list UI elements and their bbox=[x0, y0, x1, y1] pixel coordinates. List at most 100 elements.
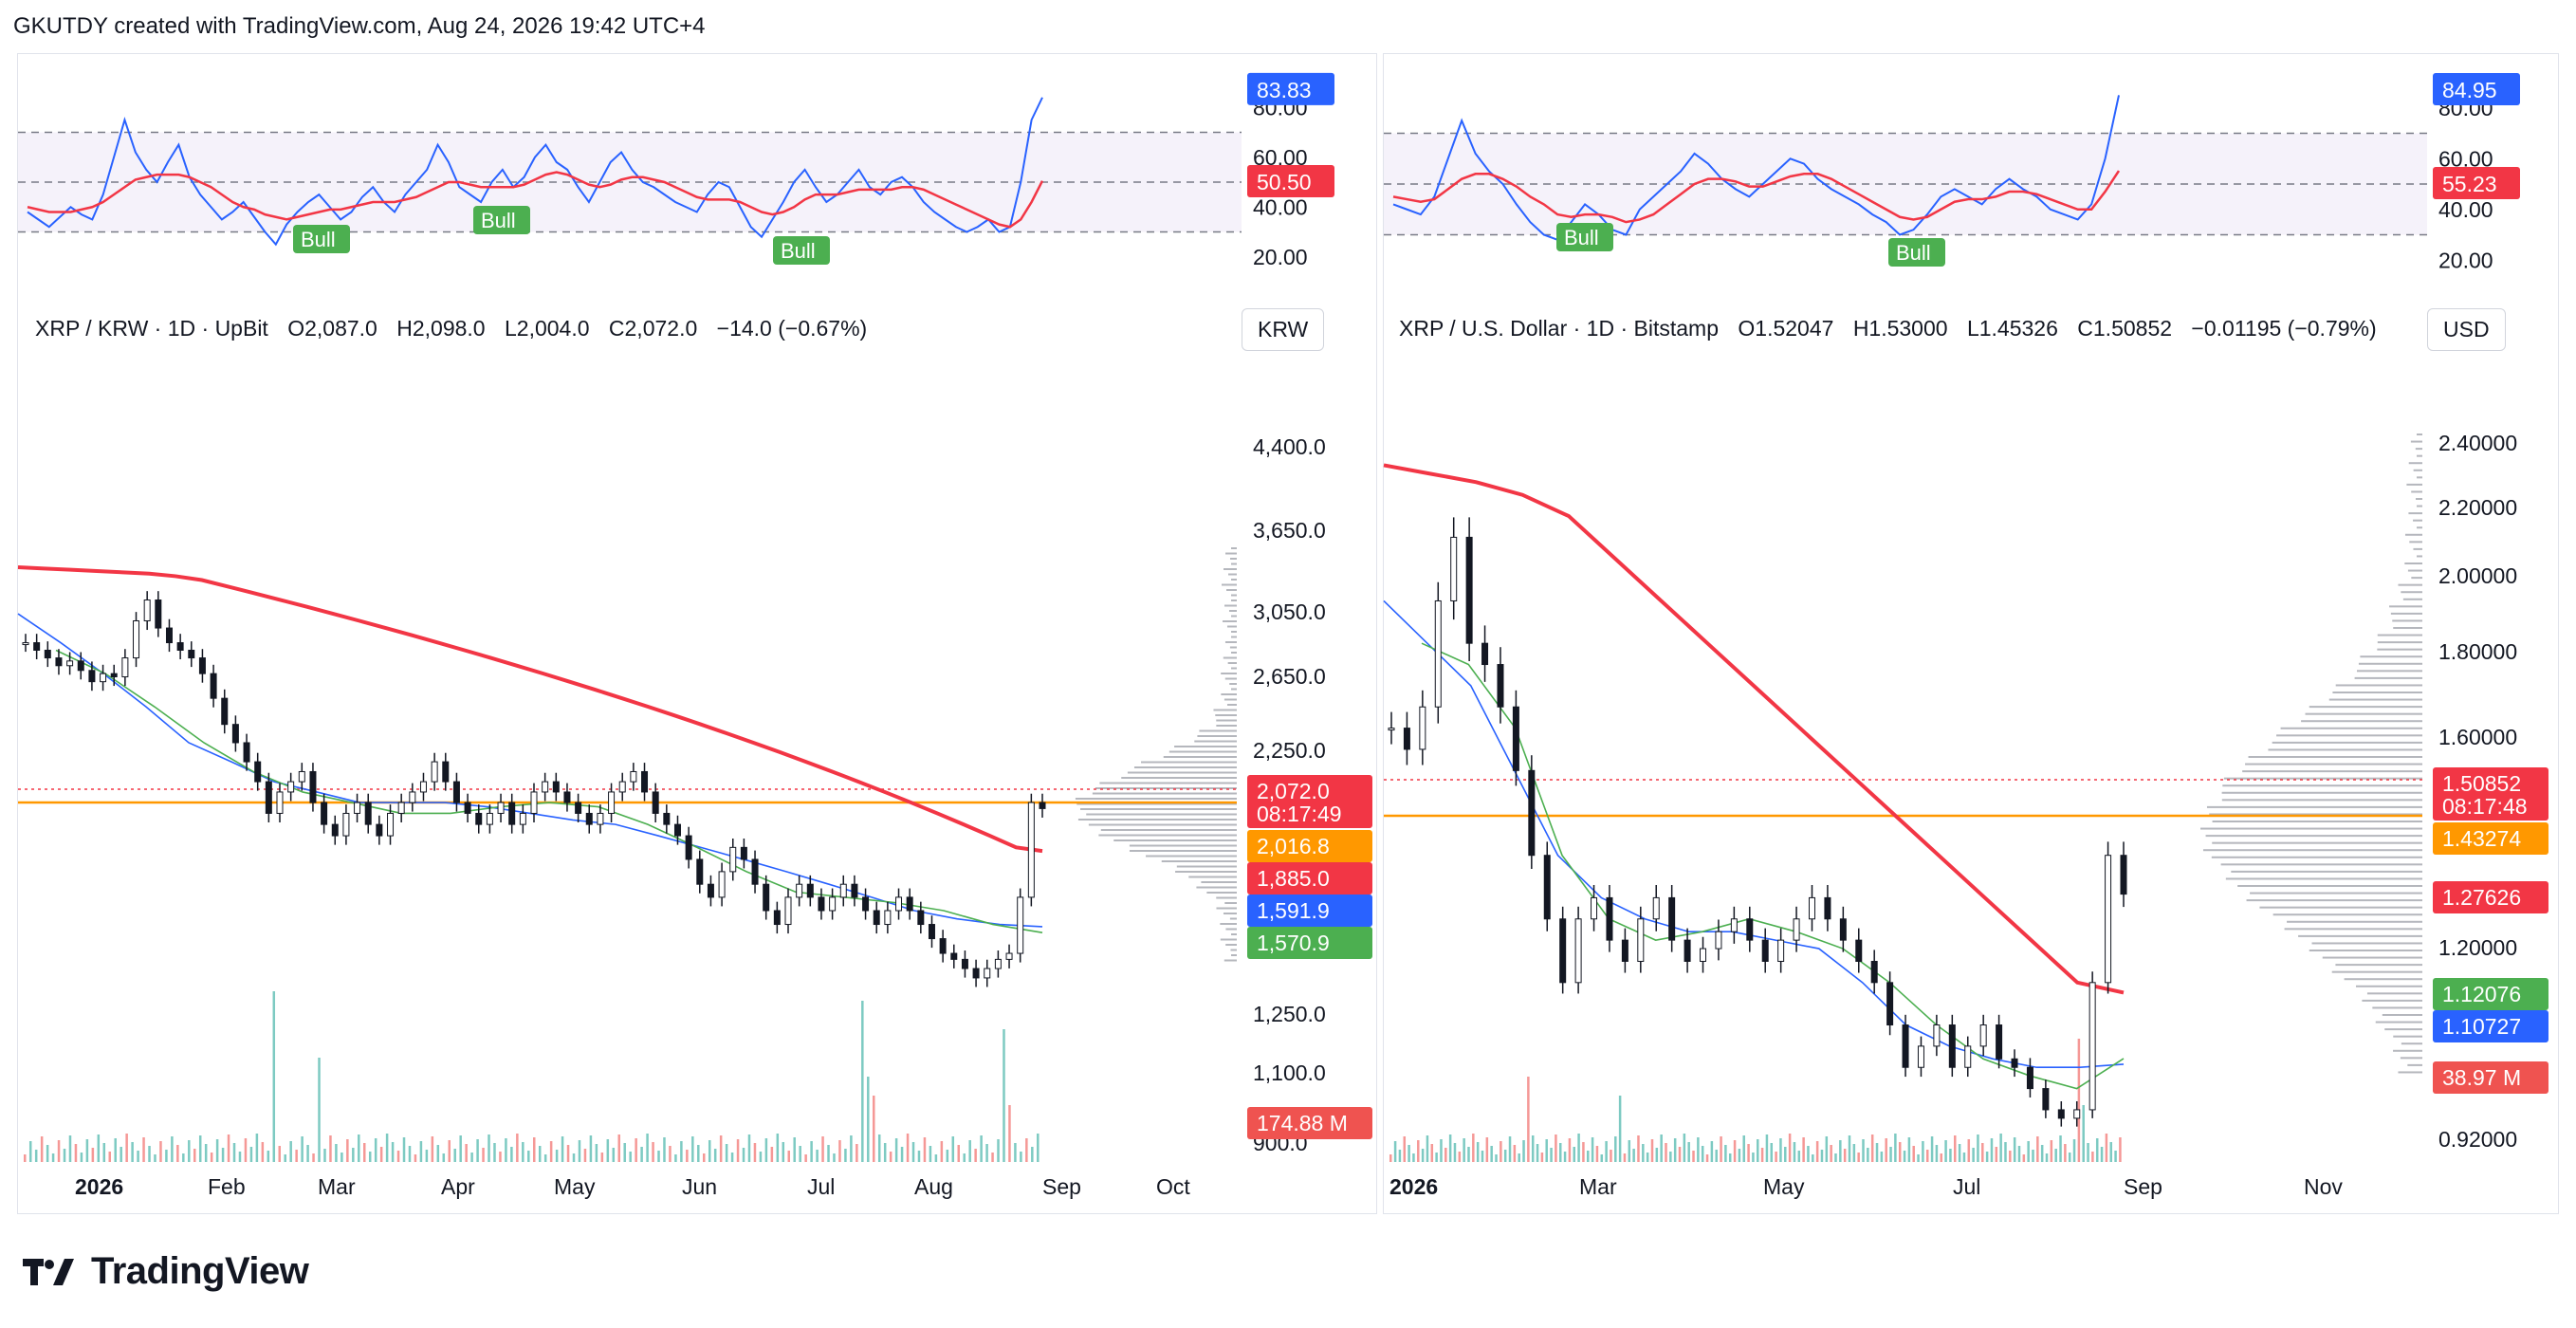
time-tick-label: Nov bbox=[2304, 1174, 2343, 1199]
volume-profile-bar bbox=[1146, 855, 1237, 858]
volume-bar bbox=[877, 1134, 881, 1162]
volume-bar bbox=[102, 1143, 106, 1162]
candle-body bbox=[1839, 918, 1847, 941]
volume-bar bbox=[436, 1145, 440, 1162]
ohlc-change: −0.01195 (−0.79%) bbox=[2191, 316, 2377, 341]
volume-bar bbox=[1999, 1134, 2002, 1162]
volume-profile-bar bbox=[1163, 756, 1237, 758]
volume-profile-bar bbox=[2221, 799, 2422, 802]
volume-profile-bar bbox=[2354, 676, 2422, 679]
volume-bar bbox=[1403, 1136, 1407, 1162]
volume-profile-bar bbox=[2223, 777, 2422, 780]
candle-body bbox=[2073, 1109, 2081, 1119]
volume-profile-bar bbox=[2225, 877, 2422, 880]
volume-bar bbox=[1692, 1151, 1695, 1162]
volume-bar bbox=[80, 1153, 83, 1162]
volume-bar bbox=[883, 1143, 887, 1162]
chart-panel-usd[interactable]: 80.00 60.00 40.00 20.00 84.95 55.23 Bull Bull 2.… bbox=[1383, 53, 2559, 1214]
symbol-line: XRP / KRW · 1D · UpBit bbox=[35, 316, 268, 341]
volume-bar bbox=[2068, 1153, 2071, 1162]
volume-bar bbox=[329, 1135, 332, 1162]
volume-bar bbox=[391, 1142, 395, 1162]
candle-body bbox=[1761, 939, 1769, 962]
volume-profile-bar bbox=[1220, 923, 1237, 925]
volume-bar bbox=[538, 1146, 542, 1162]
candle-body bbox=[243, 742, 250, 763]
ohlc-close: C1.50852 bbox=[2077, 316, 2173, 341]
currency-button[interactable]: USD bbox=[2427, 308, 2506, 351]
candle-body bbox=[530, 791, 538, 814]
ohlc-high: H2,098.0 bbox=[396, 316, 486, 341]
volume-bar bbox=[272, 991, 276, 1162]
rsi-tick-label: 60.00 bbox=[2438, 146, 2493, 171]
volume-bar bbox=[159, 1141, 162, 1162]
volume-profile-bar bbox=[1231, 631, 1237, 633]
price-tick-label: 1.60000 bbox=[2438, 725, 2517, 749]
volume-bar bbox=[917, 1151, 921, 1162]
price-tag-box bbox=[2433, 978, 2548, 1010]
volume-bar bbox=[1954, 1135, 1957, 1162]
candle-body bbox=[873, 910, 880, 926]
volume-bar bbox=[442, 1153, 446, 1162]
volume-profile-bar bbox=[2404, 563, 2422, 564]
volume-profile-bar bbox=[2322, 956, 2422, 959]
candle-body bbox=[231, 724, 239, 744]
volume-profile-bar bbox=[1229, 683, 1237, 685]
chart-svg-usd[interactable]: 80.0060.0040.0020.0084.9555.23BullBull2.… bbox=[1383, 54, 2560, 1215]
volume-bar bbox=[782, 1142, 785, 1162]
volume-bar bbox=[51, 1153, 55, 1162]
currency-button[interactable]: KRW bbox=[1242, 308, 1325, 351]
volume-bar bbox=[1605, 1141, 1608, 1162]
volume-bar bbox=[182, 1153, 185, 1162]
candle-body bbox=[176, 642, 184, 651]
volume-bar bbox=[1857, 1153, 1860, 1162]
volume-profile-bar bbox=[1161, 860, 1237, 862]
candle-body bbox=[1793, 918, 1800, 941]
volume-profile-bar bbox=[2377, 634, 2422, 636]
volume-bar bbox=[1430, 1144, 1434, 1162]
chart-svg-krw[interactable]: 80.0060.0040.0020.0083.8350.50BullBullBu… bbox=[17, 54, 1378, 1215]
ohlc-change: −14.0 (−0.67%) bbox=[716, 316, 868, 341]
volume-bar bbox=[516, 1134, 519, 1162]
volume-profile-bar bbox=[2287, 920, 2422, 923]
volume-bar bbox=[249, 1147, 253, 1162]
volume-bar bbox=[617, 1134, 620, 1162]
volume-bar bbox=[1522, 1140, 1525, 1162]
volume-bar bbox=[1720, 1136, 1722, 1162]
chart-panel-krw[interactable]: 80.00 60.00 40.00 20.00 83.83 50.50 Bull Bull Bu… bbox=[17, 53, 1377, 1214]
volume-bar bbox=[1628, 1140, 1631, 1162]
rsi-tick-label: 20.00 bbox=[2438, 248, 2493, 272]
volume-bar bbox=[543, 1154, 547, 1162]
volume-bar bbox=[2017, 1146, 2021, 1162]
candle-body bbox=[309, 770, 317, 803]
volume-profile-bar bbox=[2366, 992, 2422, 995]
rsi-value-label: 83.83 bbox=[1257, 78, 1312, 102]
volume-profile-bar bbox=[2393, 627, 2422, 629]
volume-bar bbox=[1930, 1136, 1934, 1162]
price-tag-box bbox=[2433, 881, 2548, 913]
price-tag-box bbox=[2433, 822, 2548, 855]
candle-body bbox=[972, 968, 980, 979]
volume-profile-bar bbox=[2413, 547, 2422, 550]
candle-body bbox=[1497, 664, 1504, 708]
volume-bar bbox=[425, 1150, 429, 1162]
volume-bar bbox=[1642, 1144, 1645, 1162]
volume-bar bbox=[549, 1141, 553, 1162]
volume-bar bbox=[1490, 1146, 1493, 1162]
volume-bar bbox=[934, 1154, 938, 1162]
volume-profile-bar bbox=[2301, 720, 2422, 723]
candle-body bbox=[1870, 960, 1878, 984]
volume-profile-bar bbox=[2377, 641, 2422, 644]
volume-bar bbox=[1669, 1152, 1672, 1162]
volume-bar bbox=[1587, 1151, 1590, 1162]
volume-bar bbox=[2119, 1137, 2122, 1162]
price-tag-label: 174.88 M bbox=[1257, 1111, 1348, 1135]
volume-bar bbox=[1683, 1134, 1686, 1162]
candle-body bbox=[508, 802, 516, 825]
volume-bar bbox=[974, 1149, 977, 1162]
ohlc-open: O2,087.0 bbox=[287, 316, 377, 341]
volume-bar bbox=[764, 1138, 768, 1162]
price-tag-box bbox=[1247, 862, 1372, 895]
price-tag-box bbox=[1247, 1107, 1372, 1139]
volume-bar bbox=[74, 1144, 78, 1162]
